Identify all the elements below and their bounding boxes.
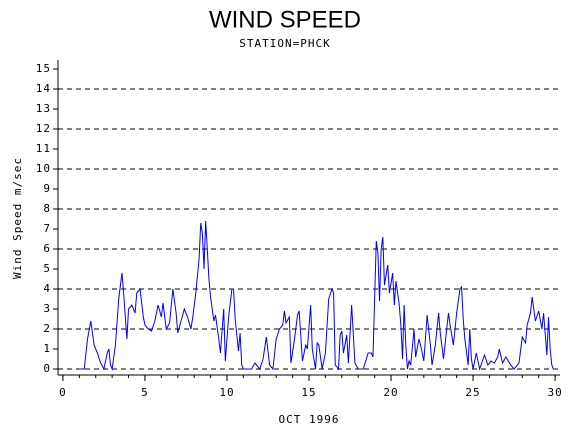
y-tick-label: 13 xyxy=(36,102,51,115)
y-tick-label: 4 xyxy=(43,282,51,295)
x-tick-label: 10 xyxy=(219,386,234,399)
y-tick-label: 5 xyxy=(43,262,51,275)
y-tick-label: 11 xyxy=(36,142,51,155)
x-tick-label: 0 xyxy=(59,386,67,399)
y-tick-label: 9 xyxy=(43,182,51,195)
y-tick-label: 3 xyxy=(43,302,51,315)
y-tick-label: 0 xyxy=(43,362,51,375)
x-tick-label: 20 xyxy=(383,386,398,399)
y-tick-label: 12 xyxy=(36,122,51,135)
y-tick-label: 8 xyxy=(43,202,51,215)
y-tick-label: 1 xyxy=(43,342,51,355)
y-axis-label: Wind Speed m/sec xyxy=(11,157,24,279)
y-tick-label: 7 xyxy=(43,222,51,235)
y-tick-label: 15 xyxy=(36,62,51,75)
y-tick-label: 10 xyxy=(36,162,51,175)
y-tick-label: 6 xyxy=(43,242,51,255)
data-line xyxy=(79,220,556,371)
x-tick-label: 25 xyxy=(465,386,480,399)
x-tick-label: 5 xyxy=(141,386,149,399)
chart-title: WIND SPEED xyxy=(209,6,361,33)
y-tick-label: 14 xyxy=(36,82,51,95)
y-tick-label: 2 xyxy=(43,322,51,335)
x-axis-label: OCT 1996 xyxy=(279,413,340,426)
chart-subtitle: STATION=PHCK xyxy=(239,37,330,50)
x-tick-label: 15 xyxy=(301,386,316,399)
x-tick-label: 30 xyxy=(547,386,562,399)
